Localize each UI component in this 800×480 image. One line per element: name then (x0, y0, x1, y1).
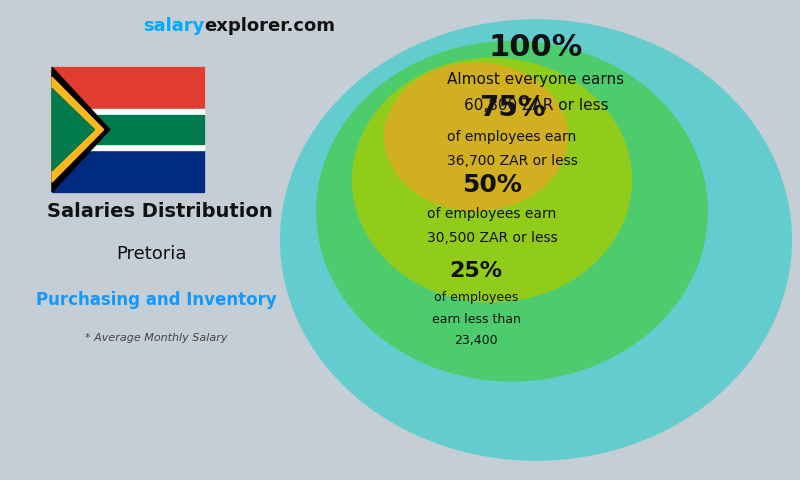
Polygon shape (52, 67, 110, 192)
Polygon shape (52, 109, 204, 115)
Text: explorer.com: explorer.com (204, 17, 335, 35)
Ellipse shape (316, 41, 708, 382)
Polygon shape (52, 115, 204, 144)
Text: Almost everyone earns: Almost everyone earns (447, 72, 625, 87)
Polygon shape (52, 144, 204, 150)
Text: Purchasing and Inventory: Purchasing and Inventory (36, 291, 276, 309)
Text: 75%: 75% (478, 94, 546, 122)
Text: 100%: 100% (489, 34, 583, 62)
Polygon shape (52, 67, 204, 192)
Text: 25%: 25% (450, 261, 502, 281)
Text: 36,700 ZAR or less: 36,700 ZAR or less (446, 154, 578, 168)
Text: 60,800 ZAR or less: 60,800 ZAR or less (464, 98, 608, 113)
Text: 23,400: 23,400 (454, 334, 498, 348)
Ellipse shape (384, 62, 568, 211)
Polygon shape (52, 88, 94, 171)
Text: earn less than: earn less than (431, 312, 521, 326)
Text: of employees earn: of employees earn (447, 130, 577, 144)
Polygon shape (52, 150, 204, 192)
Text: Salaries Distribution: Salaries Distribution (47, 202, 273, 221)
Text: of employees earn: of employees earn (427, 206, 557, 221)
Ellipse shape (280, 19, 792, 461)
Text: salary: salary (142, 17, 204, 35)
Text: 50%: 50% (462, 173, 522, 197)
Ellipse shape (352, 58, 632, 302)
Text: 30,500 ZAR or less: 30,500 ZAR or less (426, 230, 558, 245)
Polygon shape (52, 67, 204, 109)
Text: Pretoria: Pretoria (117, 245, 187, 264)
Polygon shape (52, 77, 104, 182)
Text: of employees: of employees (434, 291, 518, 304)
Text: * Average Monthly Salary: * Average Monthly Salary (85, 334, 227, 343)
